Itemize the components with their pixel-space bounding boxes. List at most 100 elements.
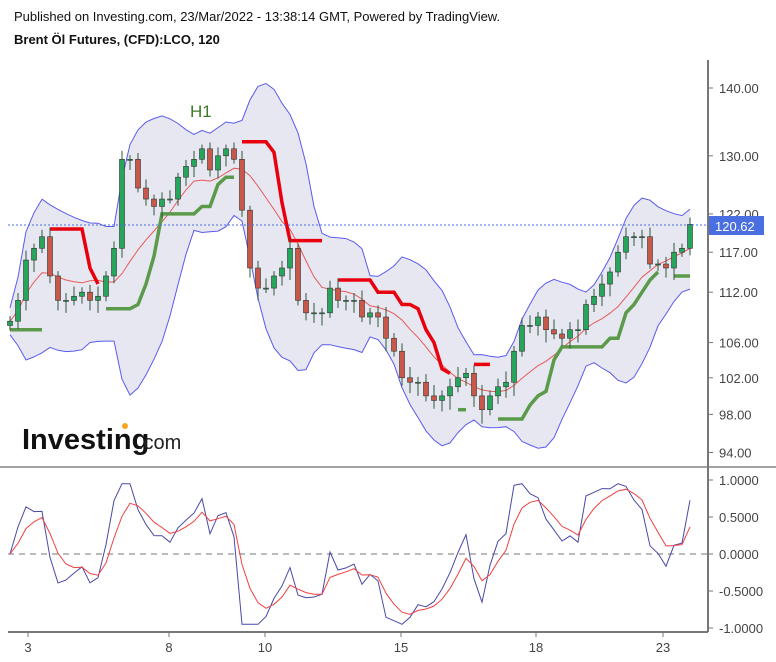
candle-body (111, 248, 117, 277)
candle (535, 311, 541, 336)
candle-body (455, 377, 461, 388)
candle (455, 367, 461, 393)
candle-body (511, 350, 517, 383)
oscillator-lines (9, 483, 691, 625)
candle (367, 307, 373, 325)
candle-body (351, 300, 357, 302)
candle (231, 142, 237, 164)
candle (383, 307, 389, 352)
candle (159, 192, 165, 218)
candle (319, 307, 325, 326)
candle (191, 150, 197, 178)
candle (247, 205, 253, 278)
candle-body (55, 275, 61, 301)
candle-body (607, 271, 613, 285)
candle-body (367, 312, 373, 318)
candle (7, 316, 13, 331)
candle-body (143, 187, 149, 200)
time-tick-label: 3 (24, 640, 31, 655)
candle (15, 292, 21, 329)
candles (7, 142, 693, 424)
candle-body (303, 300, 309, 314)
candle-body (271, 275, 277, 289)
trend-lines (10, 140, 690, 421)
candle (527, 315, 533, 334)
candle-body (543, 316, 549, 330)
candle (439, 390, 445, 412)
candle (487, 390, 493, 416)
time-tick-label: 8 (165, 640, 172, 655)
candle-body (687, 224, 693, 249)
candle (327, 280, 333, 318)
osc-tick-label: 0.5000 (719, 510, 759, 525)
candle (111, 241, 117, 284)
candle-body (655, 263, 661, 266)
candle (223, 144, 229, 167)
candle (167, 190, 173, 204)
candle-body (199, 148, 205, 160)
logo-dot-icon (122, 423, 128, 429)
candle (655, 259, 661, 272)
candle (95, 286, 101, 313)
candle-body (495, 386, 501, 397)
candle (87, 284, 93, 311)
candle-body (47, 236, 53, 277)
candle-body (71, 295, 77, 301)
candle-body (79, 291, 85, 297)
candle-body (471, 372, 477, 397)
basis-line (9, 167, 691, 393)
candle (239, 150, 245, 217)
candle-body (287, 248, 293, 269)
trend-line-green (106, 175, 234, 311)
candle (103, 271, 109, 302)
candle (431, 384, 437, 409)
candle-body (191, 159, 197, 167)
symbol-title: Brent Öl Futures, (CFD):LCO, 120 (14, 32, 220, 47)
candle-body (399, 350, 405, 379)
candle-body (311, 312, 317, 315)
candle (543, 309, 549, 343)
candle (415, 376, 421, 396)
candle (175, 172, 181, 206)
candle-body (575, 329, 581, 331)
candle-body (103, 275, 109, 297)
candle-body (599, 283, 605, 297)
candle-body (319, 312, 325, 315)
logo-brand: Investing (22, 424, 149, 456)
candle-body (447, 386, 453, 397)
candle-body (623, 236, 629, 253)
time-tick-label: 18 (529, 640, 543, 655)
candle-body (39, 236, 45, 249)
candle (359, 290, 365, 323)
candle (423, 374, 429, 402)
candle-body (175, 176, 181, 200)
candle (623, 227, 629, 260)
candle-body (583, 304, 589, 330)
candle-body (463, 372, 469, 379)
candle-body (87, 291, 93, 301)
candle (559, 328, 565, 347)
candle (575, 319, 581, 343)
candle-body (151, 198, 157, 207)
candle (143, 179, 149, 206)
price-axis: 140.00130.00122.00117.00112.00106.00102.… (708, 81, 759, 460)
candle (279, 260, 285, 286)
candle-body (639, 236, 645, 239)
candle-body (279, 267, 285, 277)
candle (303, 292, 309, 321)
candle (271, 271, 277, 296)
candle (399, 343, 405, 386)
price-tick-label: 94.00 (719, 445, 752, 460)
candle (687, 217, 693, 256)
candle (311, 302, 317, 323)
candle-body (207, 148, 213, 171)
candle-body (263, 287, 269, 290)
price-tick-label: 130.00 (719, 149, 759, 164)
candle (79, 287, 85, 304)
candle-body (135, 159, 141, 189)
osc-tick-label: 1.0000 (719, 473, 759, 488)
logo-suffix: .com (138, 432, 181, 454)
candle-body (391, 337, 397, 352)
candle-body (671, 251, 677, 269)
